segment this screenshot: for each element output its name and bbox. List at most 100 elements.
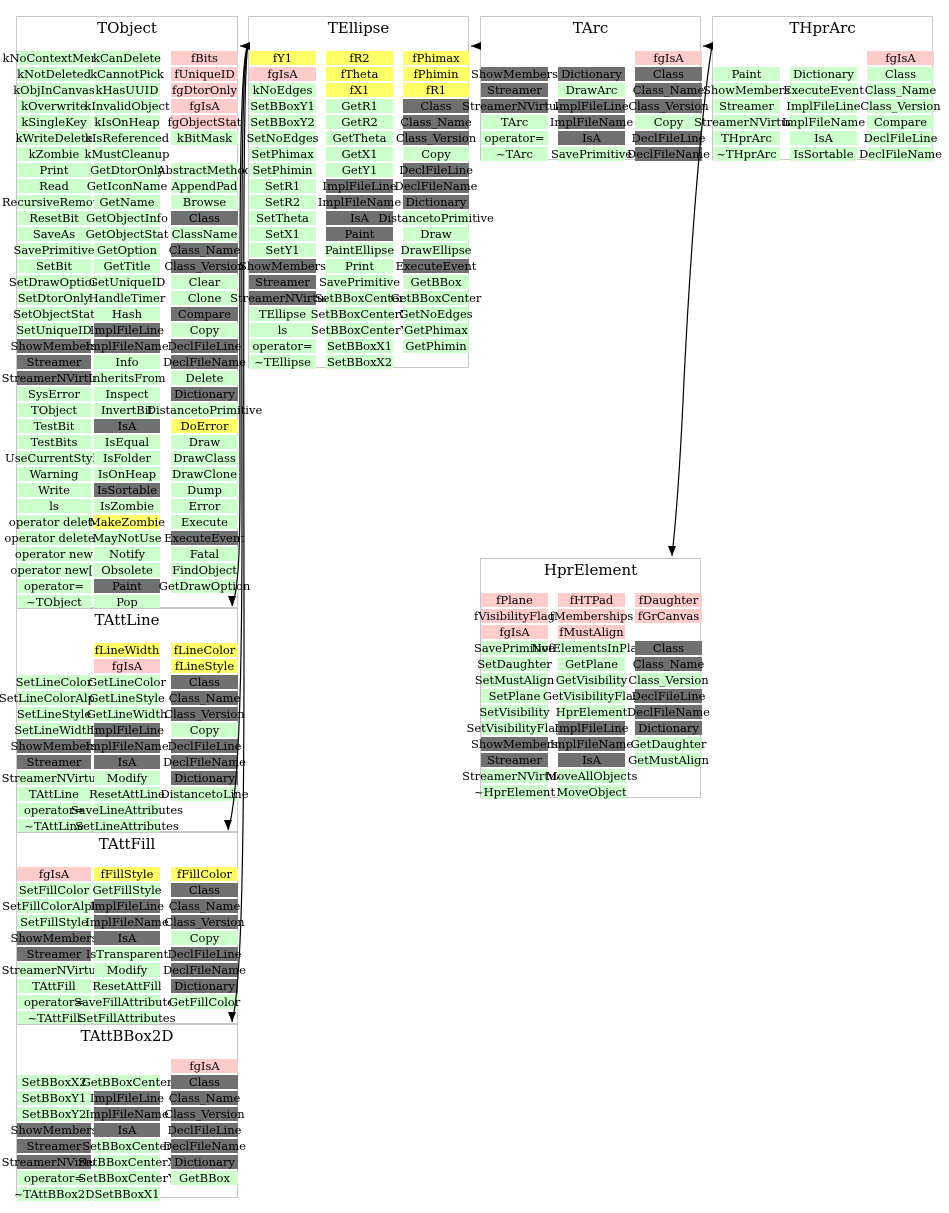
member-item[interactable]: SetLineColorAlpha [0, 691, 110, 705]
member-item[interactable]: TEllipse [249, 307, 316, 321]
member-item[interactable]: DrawClass [171, 451, 238, 465]
member-item[interactable]: PaintEllipse [324, 243, 395, 257]
member-item[interactable]: SetBit [17, 259, 91, 273]
member-item[interactable]: SetDtorOnly [17, 291, 91, 305]
member-item[interactable]: HandleTimer [88, 291, 166, 305]
member-item[interactable]: DeclFileName [627, 147, 710, 161]
member-item[interactable]: Read [17, 179, 91, 193]
member-item[interactable]: Class_Version [860, 99, 941, 113]
member-item[interactable]: Hash [94, 307, 160, 321]
member-item[interactable]: SetPhimax [249, 147, 316, 161]
member-item[interactable]: SavePrimitive [473, 641, 556, 655]
member-item[interactable]: ShowMembers [470, 67, 559, 81]
class-box-tellipse[interactable]: TEllipse fY1 fgIsA kNoEdges SetBBoxY1 SetBBox… [230, 16, 494, 369]
member-item[interactable]: fLineColor [171, 643, 238, 657]
member-item[interactable]: GetObjectStat [85, 227, 169, 241]
member-item[interactable]: TObject [17, 403, 91, 417]
member-item[interactable]: FindObject [171, 563, 238, 577]
member-item[interactable]: IsA [94, 755, 160, 769]
member-item[interactable]: Class [171, 675, 238, 689]
member-item[interactable]: fPlane [481, 593, 548, 607]
member-item[interactable]: Compare [171, 307, 238, 321]
member-item[interactable]: Dictionary [790, 67, 857, 81]
member-item[interactable]: Streamer [481, 83, 548, 97]
member-item[interactable]: DeclFileLine [631, 131, 706, 145]
member-item[interactable]: Copy [171, 931, 238, 945]
member-item[interactable]: Paint [326, 227, 393, 241]
member-item[interactable]: TestBit [17, 419, 91, 433]
member-item[interactable]: Fatal [171, 547, 238, 561]
member-item[interactable]: SetVisibility [479, 705, 550, 719]
member-item[interactable]: DeclFileName [163, 755, 246, 769]
member-item[interactable]: ls [249, 323, 316, 337]
member-item[interactable]: Obsolete [94, 563, 160, 577]
member-item[interactable]: operator= [17, 1171, 91, 1185]
member-item[interactable]: GetNoEdges [399, 307, 473, 321]
member-item[interactable]: GetY1 [326, 163, 393, 177]
member-item[interactable]: DrawArc [558, 83, 625, 97]
member-item[interactable]: SetBBoxY1 [249, 99, 316, 113]
member-item[interactable]: fgDtorOnly [171, 83, 238, 97]
member-item[interactable]: ImplFileLine [89, 1091, 165, 1105]
member-item[interactable]: ImplFileName [549, 737, 634, 751]
member-item[interactable]: Copy [171, 323, 238, 337]
member-item[interactable]: SetBBoxX1 [94, 1187, 160, 1201]
member-item[interactable]: TAttLine [17, 787, 91, 801]
member-item[interactable]: fMemberships [549, 609, 634, 623]
member-item[interactable]: SetBBoxCenter [82, 1139, 172, 1153]
member-item[interactable]: fLineWidth [94, 643, 160, 657]
member-item[interactable]: ImplFileLine [554, 721, 629, 735]
member-item[interactable]: ExecuteEvent [783, 83, 864, 97]
member-item[interactable]: SetR2 [249, 195, 316, 209]
class-box-tattfill[interactable]: TAttFill fgIsA SetFillColor SetFillColorAlp… [2, 832, 246, 1025]
member-item[interactable]: Paint [713, 67, 780, 81]
member-item[interactable]: ImplFileName [549, 115, 634, 129]
class-box-tarc[interactable]: TArc ShowMembers Streamer StreamerNVirtual T… [462, 16, 710, 161]
member-item[interactable]: SetDaughter [477, 657, 552, 671]
member-item[interactable]: fgIsA [249, 67, 316, 81]
member-item[interactable]: GetTitle [94, 259, 160, 273]
member-item[interactable]: SetBBoxY2 [249, 115, 316, 129]
member-item[interactable]: DeclFileLine [167, 339, 242, 353]
member-item[interactable]: IsA [94, 1123, 160, 1137]
member-item[interactable]: operator= [17, 995, 91, 1009]
member-item[interactable]: Dictionary [171, 979, 238, 993]
member-item[interactable]: SaveAs [17, 227, 91, 241]
member-item[interactable]: DeclFileLine [631, 689, 706, 703]
member-item[interactable]: InvertBit [94, 403, 160, 417]
member-item[interactable]: operator delete[] [4, 531, 104, 545]
member-item[interactable]: ImplFileLine [89, 723, 165, 737]
member-item[interactable]: Execute [171, 515, 238, 529]
member-item[interactable]: GetObjectInfo [86, 211, 168, 225]
member-item[interactable]: StreamerNVirtual [1, 371, 107, 385]
member-item[interactable]: SavePrimitive [13, 243, 95, 257]
member-item[interactable]: IsA [558, 131, 625, 145]
member-item[interactable]: fVisibilityFlag [474, 609, 556, 623]
member-item[interactable]: StreamerNVirtual [462, 99, 567, 113]
class-box-thprarc[interactable]: THprArc Paint ShowMembers Streamer StreamerN… [694, 16, 942, 161]
member-item[interactable]: kIsOnHeap [94, 115, 160, 129]
member-item[interactable]: fLineStyle [171, 659, 238, 673]
member-item[interactable]: Browse [171, 195, 238, 209]
member-item[interactable]: Clone [171, 291, 238, 305]
member-item[interactable]: GetX1 [326, 147, 393, 161]
member-item[interactable]: fPhimin [403, 67, 469, 81]
member-item[interactable]: Class_Version [164, 915, 245, 929]
member-item[interactable]: HprElement [555, 705, 628, 719]
member-item[interactable]: SetFillColor [17, 883, 91, 897]
member-item[interactable]: SetBBoxCenterY [78, 1171, 176, 1185]
member-item[interactable]: IsZombie [94, 499, 160, 513]
member-item[interactable]: Compare [867, 115, 934, 129]
member-item[interactable]: Draw [171, 435, 238, 449]
member-item[interactable]: SetBBoxY1 [17, 1091, 91, 1105]
member-item[interactable]: DoError [171, 419, 238, 433]
member-item[interactable]: Class_Name [168, 1091, 241, 1105]
member-item[interactable]: Write [17, 483, 91, 497]
member-item[interactable]: Info [94, 355, 160, 369]
member-item[interactable]: ~TAttBBox2D [13, 1187, 95, 1201]
member-item[interactable]: Class [171, 1075, 238, 1089]
member-item[interactable]: fHTPad [558, 593, 625, 607]
member-item[interactable]: Streamer [17, 755, 91, 769]
member-item[interactable]: MakeZombie [88, 515, 166, 529]
member-item[interactable]: SavePrimitive [318, 275, 401, 289]
